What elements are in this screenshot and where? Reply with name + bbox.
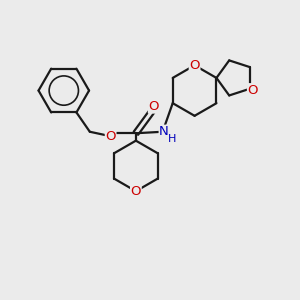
Text: O: O — [105, 130, 116, 143]
Text: O: O — [189, 59, 200, 72]
Text: H: H — [168, 134, 177, 144]
Text: N: N — [159, 125, 169, 138]
Text: O: O — [130, 185, 141, 198]
Text: O: O — [248, 84, 258, 97]
Text: O: O — [148, 100, 159, 113]
